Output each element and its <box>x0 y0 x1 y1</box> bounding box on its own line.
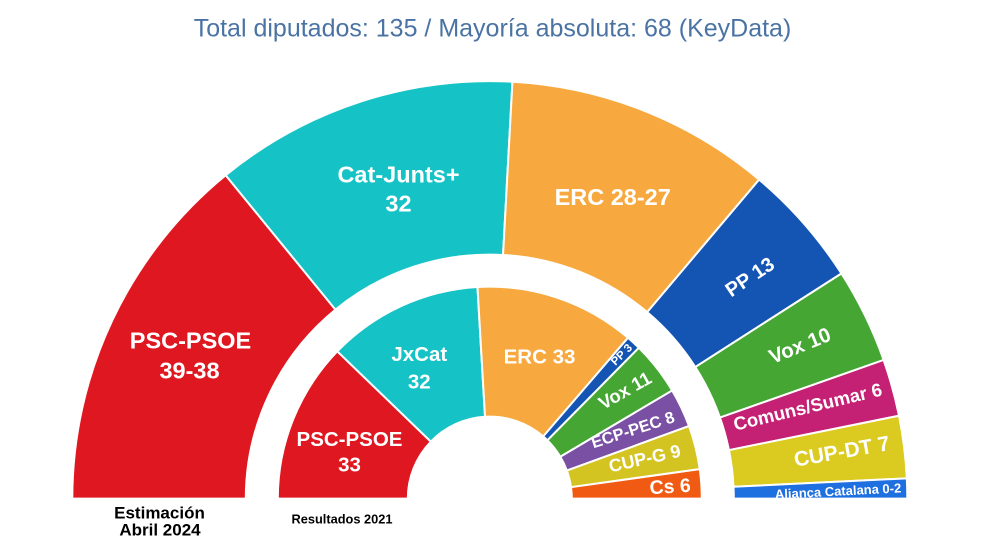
svg-text:ERC 33: ERC 33 <box>504 346 576 369</box>
svg-text:Cs 6: Cs 6 <box>649 475 692 499</box>
svg-text:ERC 28-27: ERC 28-27 <box>555 184 671 210</box>
svg-text:PSC-PSOE: PSC-PSOE <box>130 328 251 354</box>
svg-text:32: 32 <box>385 190 411 216</box>
svg-text:Cat-Junts+: Cat-Junts+ <box>337 161 459 187</box>
svg-text:Abril 2024: Abril 2024 <box>119 520 201 539</box>
svg-text:Total diputados: 135 / Mayoría: Total diputados: 135 / Mayoría absoluta:… <box>194 15 792 43</box>
svg-text:33: 33 <box>338 454 361 477</box>
svg-text:32: 32 <box>408 371 431 394</box>
svg-text:PSC-PSOE: PSC-PSOE <box>297 428 403 451</box>
svg-text:Resultados 2021: Resultados 2021 <box>291 512 392 527</box>
svg-text:Estimación: Estimación <box>114 504 205 523</box>
svg-text:JxCat: JxCat <box>391 343 447 366</box>
svg-text:39-38: 39-38 <box>159 358 219 384</box>
svg-text:Aliança Catalana 0-2: Aliança Catalana 0-2 <box>775 480 902 501</box>
